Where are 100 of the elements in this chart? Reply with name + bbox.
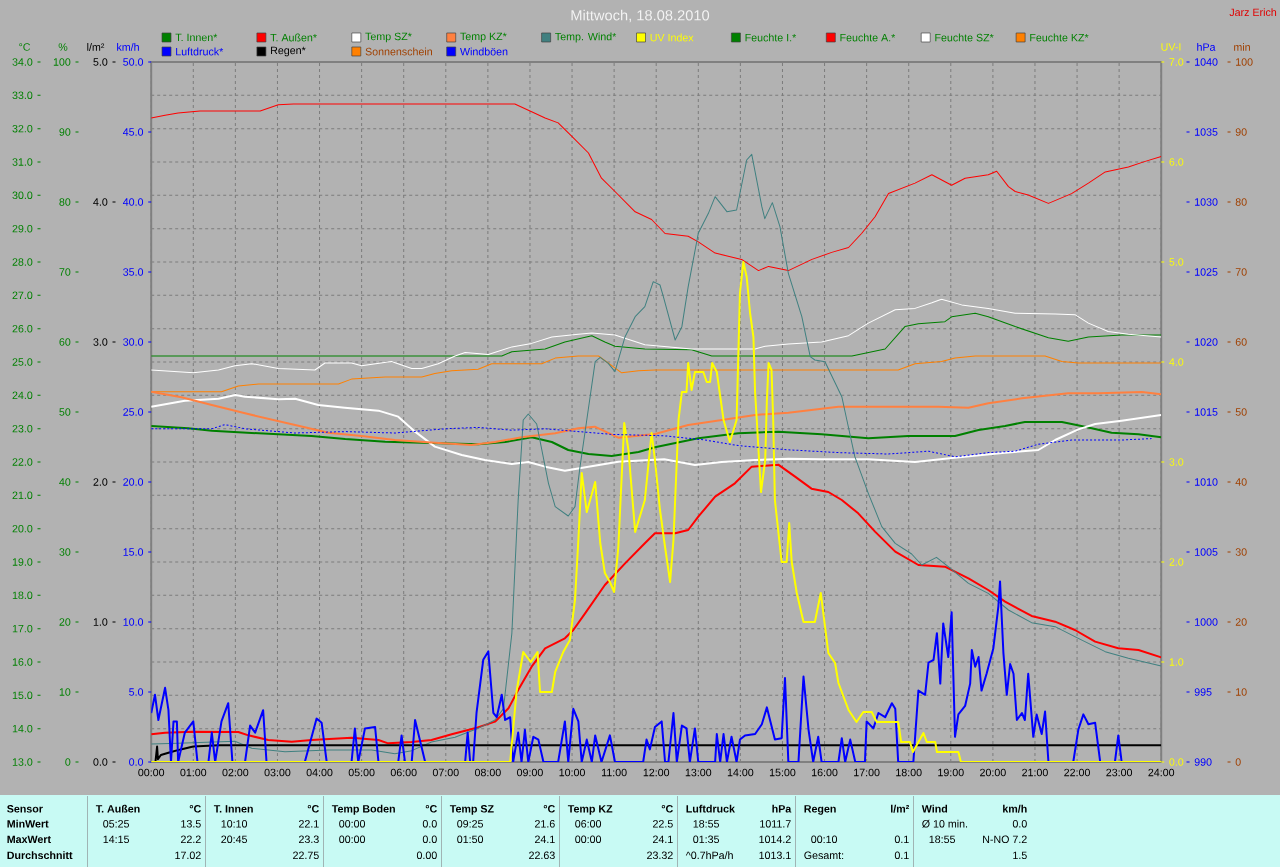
y-tick-label: 15.0 — [123, 548, 144, 556]
y-tick-label: 10.0 — [123, 618, 144, 626]
y2-tick-label: 80 — [59, 198, 71, 206]
y-tick-label: 20.0 — [123, 478, 144, 486]
y-tick-label: 45.0 — [122, 128, 144, 136]
y2-tick-label: 2.0 — [1169, 558, 1184, 566]
text: °C — [307, 805, 319, 813]
x-tick-label: 02:00 — [222, 768, 249, 777]
y3-tick-label: 100 — [1236, 58, 1253, 66]
y-tick-label: 17.0 — [12, 624, 33, 633]
x-tick-label: 24:00 — [1148, 768, 1175, 777]
y3-tick-label: 0.0 — [93, 758, 108, 766]
x-tick-label: 11:00 — [601, 768, 627, 777]
text: 05:25 — [103, 820, 130, 828]
y-tick-label: 25.0 — [12, 358, 33, 366]
y-tick-label: 27.0 — [12, 291, 33, 300]
x-tick-label: 06:00 — [390, 768, 417, 777]
y-tick-label: 14.0 — [12, 724, 33, 733]
line-series — [151, 463, 1162, 745]
text: 17.02 — [175, 851, 201, 860]
text: 22.63 — [529, 851, 555, 860]
y-tick-label: 24.0 — [12, 391, 33, 400]
text: 20:45 — [221, 835, 248, 844]
y-tick-label: 21.0 — [12, 491, 33, 500]
y-tick-label: 1025 — [1195, 268, 1218, 276]
legend-label: Windböen — [460, 47, 508, 56]
y2-axis-title: UV-I — [1161, 43, 1181, 51]
line-series — [151, 312, 1162, 357]
y2-tick-label: 5.0 — [1169, 258, 1184, 266]
y3-axis-title: l/m² — [87, 43, 105, 51]
y2-tick-label: 60 — [59, 338, 71, 346]
y-tick-label: 1000 — [1195, 618, 1218, 626]
x-tick-label: 18:00 — [896, 768, 922, 777]
text: Wind — [921, 804, 948, 813]
text: 09:25 — [457, 820, 484, 828]
text: 1013.1 — [759, 851, 791, 860]
legend-label: Temp KZ* — [460, 32, 507, 43]
text: Gesamt: — [804, 851, 844, 860]
y3-tick-label: 60 — [1235, 338, 1247, 346]
y3-axis-title: min — [1234, 43, 1250, 51]
y-tick-label: 1040 — [1195, 58, 1218, 66]
text: 18:55 — [929, 835, 956, 844]
y2-tick-label: 6.0 — [1169, 158, 1184, 166]
y-tick-label: 1020 — [1195, 338, 1218, 346]
chart-title: Mittwoch, 18.08.2010 — [571, 9, 710, 23]
text: 01:50 — [457, 835, 484, 844]
text: 22.75 — [293, 851, 319, 860]
text: Jarz Erich — [1229, 8, 1277, 17]
y-tick-label: 35.0 — [123, 268, 144, 276]
text: Sensor — [7, 805, 43, 813]
text: 01:35 — [693, 835, 720, 844]
legend-label: UV Index — [650, 33, 694, 42]
x-tick-label: 13:00 — [685, 768, 712, 777]
line-series — [151, 153, 1162, 755]
y-tick-label: 15.0 — [12, 691, 33, 700]
legend-label: Temp. Wind* — [555, 32, 617, 43]
y2-tick-label: 90 — [59, 128, 71, 136]
text: 00:00 — [575, 835, 602, 844]
y-tick-label: 25.0 — [123, 408, 144, 416]
line-series — [154, 744, 1162, 762]
y-tick-label: 34.0 — [12, 58, 33, 66]
x-tick-label: 07:00 — [432, 768, 459, 777]
y-tick-label: 28.0 — [12, 258, 33, 266]
text: 0.0 — [422, 820, 437, 828]
y-tick-label: 22.0 — [12, 458, 33, 466]
y3-tick-label: 10 — [1236, 688, 1247, 696]
legend-label: Feuchte A.* — [840, 33, 896, 42]
y2-tick-label: 3.0 — [1169, 458, 1184, 466]
y3-tick-label: 5.0 — [93, 58, 108, 66]
x-tick-label: 03:00 — [264, 768, 291, 777]
y-tick-label: 19.0 — [12, 558, 33, 566]
text: °C — [661, 805, 673, 813]
y2-tick-label: 0.0 — [1169, 758, 1184, 766]
text: 10:10 — [221, 820, 248, 828]
text: T. Außen — [95, 804, 140, 813]
y-axis-title: hPa — [1197, 43, 1216, 51]
text: Temp Boden — [331, 804, 395, 815]
text: 14:15 — [103, 835, 130, 844]
x-tick-label: 21:00 — [1022, 768, 1048, 777]
x-tick-label: 22:00 — [1064, 768, 1090, 777]
text: MinWert — [7, 819, 49, 828]
y-tick-label: 995 — [1194, 688, 1212, 696]
text: 0.00 — [416, 851, 437, 860]
y-tick-label: 1030 — [1195, 198, 1218, 206]
y2-tick-label: 100 — [53, 58, 71, 66]
y3-tick-label: 90 — [1235, 128, 1247, 136]
y3-tick-label: 40 — [1235, 478, 1247, 486]
text: 18:55 — [693, 820, 720, 828]
legend-label: Feuchte KZ* — [1030, 33, 1089, 42]
text: 00:00 — [339, 820, 366, 828]
y-tick-label: 30.0 — [12, 191, 33, 200]
y-tick-label: 1010 — [1195, 478, 1218, 486]
y-tick-label: 5.0 — [129, 688, 144, 696]
y2-tick-label: 30 — [59, 548, 71, 556]
x-tick-label: 17:00 — [854, 768, 880, 777]
y-tick-label: 20.0 — [12, 524, 33, 533]
x-tick-label: 12:00 — [643, 768, 670, 777]
text: 23.32 — [647, 851, 673, 860]
y-tick-label: 33.0 — [12, 91, 33, 100]
text: 22.2 — [181, 835, 201, 843]
